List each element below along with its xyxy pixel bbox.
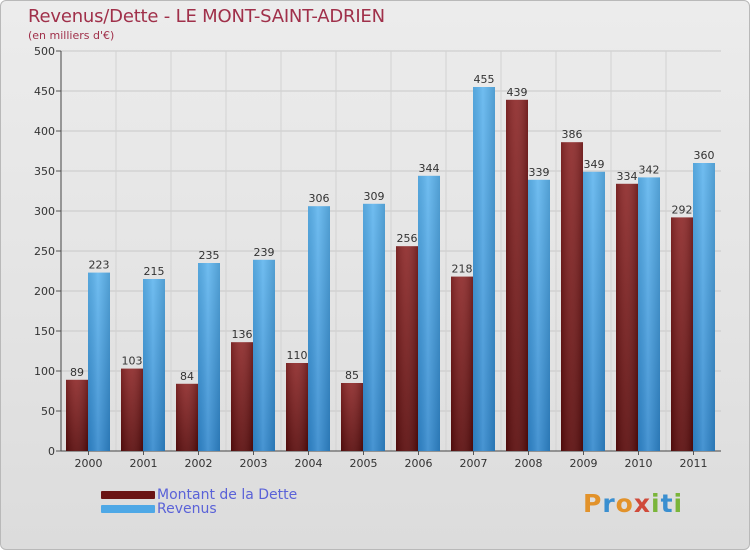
data-label: 344	[419, 162, 440, 175]
data-label: 89	[70, 366, 84, 379]
y-tick-label: 250	[34, 245, 55, 258]
data-labels: 89 223 103 215 84 235 136 239 110 306 85 309 256 344 2…	[70, 73, 715, 383]
data-label: 235	[199, 249, 220, 262]
y-tick-label: 200	[34, 285, 55, 298]
bar-debt-shade	[121, 368, 143, 451]
bar-revenue-shade	[638, 177, 660, 451]
bar-revenue-shade	[143, 279, 165, 451]
bar-revenue-shade	[88, 272, 110, 451]
y-tick-label: 100	[34, 365, 55, 378]
bar-revenue-shade	[473, 87, 495, 451]
x-tick-label: 2001	[130, 457, 158, 470]
bar-revenue-shade	[198, 263, 220, 451]
data-label: 215	[144, 265, 165, 278]
x-tick-label: 2002	[185, 457, 213, 470]
x-tick-label: 2009	[570, 457, 598, 470]
bar-revenue-shade	[253, 259, 275, 451]
bars	[66, 87, 715, 452]
bar-debt-shade	[341, 383, 363, 451]
data-label: 439	[507, 86, 528, 99]
data-label: 136	[232, 328, 253, 341]
logo-letter: i	[651, 489, 661, 518]
x-tick-label: 2008	[515, 457, 543, 470]
data-label: 110	[287, 349, 308, 362]
x-tick-label: 2007	[460, 457, 488, 470]
chart-subtitle: (en milliers d'€)	[28, 29, 115, 42]
x-tick-label: 2000	[75, 457, 103, 470]
y-tick-label: 0	[48, 445, 55, 458]
data-label: 292	[672, 203, 693, 216]
legend-swatch-debt	[101, 491, 155, 499]
data-label: 349	[584, 158, 605, 171]
data-label: 218	[452, 263, 473, 276]
data-label: 239	[254, 246, 275, 259]
y-tick-label: 50	[41, 405, 55, 418]
bar-revenue-shade	[528, 179, 550, 452]
legend-item-revenue: Revenus	[101, 501, 217, 517]
bar-revenue-shade	[418, 175, 440, 452]
bar-debt-shade	[396, 246, 418, 451]
data-label: 306	[309, 192, 330, 205]
bar-debt-shade	[66, 379, 88, 451]
bar-debt-shade	[286, 363, 308, 451]
logo-letter: i	[673, 489, 684, 518]
data-label: 334	[617, 170, 638, 183]
x-tick-label: 2006	[405, 457, 433, 470]
y-tick-label: 300	[34, 205, 55, 218]
data-label: 309	[364, 190, 385, 203]
y-tick-label: 350	[34, 165, 55, 178]
x-tick-label: 2004	[295, 457, 323, 470]
data-label: 342	[639, 163, 660, 176]
data-label: 103	[122, 355, 143, 368]
bar-debt-shade	[671, 217, 693, 451]
chart-title: Revenus/Dette - LE MONT-SAINT-ADRIEN	[28, 6, 385, 27]
data-label: 360	[694, 149, 715, 162]
bar-revenue-shade	[693, 163, 715, 451]
legend-item-debt: Montant de la Dette	[101, 487, 298, 503]
axes: 0 50 100 150 200 250 300 350 400 450 500 2000 2001 20…	[34, 45, 721, 470]
data-label: 223	[89, 259, 110, 272]
bar-debt-shade	[451, 276, 473, 451]
y-tick-label: 500	[34, 45, 55, 58]
bar-revenue-shade	[308, 206, 330, 451]
data-label: 339	[529, 166, 550, 179]
bar-debt-shade	[561, 142, 583, 451]
bar-debt-shade	[506, 99, 528, 452]
proxiti-logo: Proxiti	[583, 489, 683, 518]
y-tick-label: 150	[34, 325, 55, 338]
x-tick-label: 2003	[240, 457, 268, 470]
legend-label-debt: Montant de la Dette	[157, 487, 298, 503]
legend-label-revenue: Revenus	[157, 501, 217, 517]
bar-debt-shade	[176, 383, 198, 451]
bar-revenue-shade	[363, 203, 385, 451]
bar-revenue-shade	[583, 171, 605, 452]
grid-lines	[61, 50, 721, 451]
x-tick-label: 2011	[680, 457, 708, 470]
logo-letter: r	[602, 489, 616, 518]
y-tick-label: 450	[34, 85, 55, 98]
bar-debt-shade	[616, 183, 638, 452]
x-tick-label: 2010	[625, 457, 653, 470]
logo-letter: P	[583, 489, 603, 518]
y-tick-label: 400	[34, 125, 55, 138]
logo-letter: t	[660, 489, 674, 518]
data-label: 85	[345, 369, 359, 382]
bar-debt-shade	[231, 342, 253, 451]
logo-letter: x	[633, 489, 651, 518]
data-label: 256	[397, 232, 418, 245]
data-label: 386	[562, 128, 583, 141]
legend-swatch-revenue	[101, 505, 155, 513]
x-tick-label: 2005	[350, 457, 378, 470]
data-label: 84	[180, 370, 194, 383]
data-label: 455	[474, 73, 495, 86]
logo-letter: o	[615, 489, 634, 518]
